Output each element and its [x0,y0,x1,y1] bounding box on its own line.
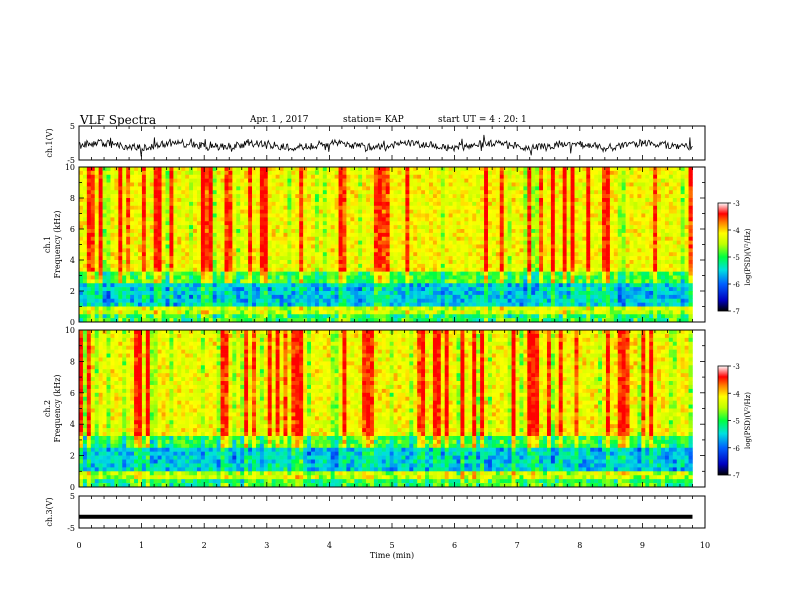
x-tick-label: 10 [700,541,710,550]
y-tick-label: 4 [70,420,75,429]
x-tick-label: 8 [577,541,582,550]
colorbar-tick-label: -3 [733,200,740,208]
y-tick-label: 5 [70,492,75,501]
y-tick-label: -5 [67,524,75,533]
y-tick-label: 8 [70,194,75,203]
ch1-waveform-frame [79,126,705,160]
x-tick-label: 7 [515,541,520,550]
colorbar-tick-label: -5 [733,418,740,426]
colorbar-tick-label: -4 [733,227,740,235]
ch2-spectrogram-ylabel-frequency: Frequency (kHz) [53,374,62,442]
y-tick-label: 10 [65,163,75,172]
x-tick-label: 5 [389,541,394,550]
colorbar-tick-label: -5 [733,254,740,262]
colorbar-tick-label: -6 [733,445,740,453]
ch1-spectrogram-ylabel-channel: ch.1 [43,236,52,253]
colorbar-tick-label: -7 [733,308,740,316]
x-tick-label: 4 [327,541,332,550]
ch1-colorbar-label: log(PSD)(V²/Hz) [744,228,752,285]
colorbar-tick-label: -3 [733,363,740,371]
ch2-spectrogram-ylabel-channel: ch.2 [43,400,52,417]
colorbar-tick-label: -4 [733,390,740,398]
x-tick-label: 1 [139,541,144,550]
ch2-colorbar-label: log(PSD)(V²/Hz) [744,392,752,449]
ch2-colorbar [718,366,728,475]
y-tick-label: 0 [70,483,75,492]
ch3-waveform-ylabel: ch.3(V) [45,497,54,526]
y-tick-label: 6 [70,225,75,234]
colorbar-tick-label: -6 [733,281,740,289]
spectrogram-ch2 [79,330,693,487]
y-tick-label: 4 [70,256,75,265]
ch1-spectrogram-ylabel-frequency: Frequency (kHz) [53,210,62,278]
y-tick-label: 2 [70,452,75,461]
ch1-colorbar [718,203,728,311]
y-tick-label: 2 [70,287,75,296]
x-axis-label: Time (min) [370,551,414,560]
x-tick-label: 0 [76,541,81,550]
y-tick-label: 10 [65,326,75,335]
ch1-waveform-ylabel: ch.1(V) [45,128,54,157]
x-tick-label: 2 [202,541,207,550]
colorbar-tick-label: -7 [733,472,740,480]
x-tick-label: 3 [264,541,269,550]
ch1-waveform-line [79,135,693,157]
y-tick-label: 6 [70,389,75,398]
y-tick-label: 5 [70,122,75,131]
y-tick-label: 8 [70,357,75,366]
x-tick-label: 9 [640,541,645,550]
spectrogram-ch1 [79,167,693,322]
x-tick-label: 6 [452,541,457,550]
